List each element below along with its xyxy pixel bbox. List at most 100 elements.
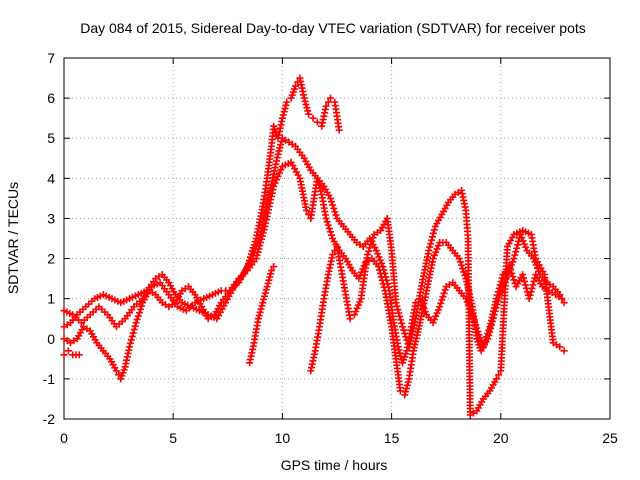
data-point (556, 291, 564, 299)
data-point (403, 381, 411, 389)
data-point (456, 258, 464, 266)
data-point (527, 288, 535, 296)
data-point (256, 308, 264, 316)
data-point (130, 326, 138, 334)
data-point (369, 234, 377, 242)
data-point (300, 94, 308, 102)
data-point (354, 301, 362, 309)
data-point (279, 111, 287, 119)
data-point (428, 236, 436, 244)
data-point (379, 280, 387, 288)
data-point (495, 371, 503, 379)
data-point (305, 110, 313, 118)
data-point (329, 251, 337, 259)
x-tick-label: 15 (384, 430, 400, 446)
data-point (365, 247, 373, 255)
data-point (512, 248, 520, 256)
data-point (432, 312, 440, 320)
data-point (275, 147, 283, 155)
data-point (374, 263, 382, 271)
y-axis: -2 -1 0 1 2 3 4 5 6 7 (43, 50, 610, 427)
data-point (393, 302, 401, 310)
data-point (395, 309, 403, 317)
data-point (377, 273, 385, 281)
data-point (324, 221, 332, 229)
x-tick-label: 20 (493, 430, 509, 446)
data-point (281, 105, 289, 113)
data-point (528, 284, 536, 292)
data-point (346, 315, 354, 323)
data-point (324, 98, 332, 106)
data-point (253, 251, 261, 259)
data-point (486, 328, 494, 336)
data-point (430, 226, 438, 234)
data-point (492, 304, 500, 312)
data-point (507, 261, 515, 269)
data-point (376, 256, 384, 264)
data-point (432, 248, 440, 256)
data-point (258, 232, 266, 240)
data-point (277, 166, 285, 174)
data-point (556, 343, 564, 351)
data-point (457, 261, 465, 269)
data-point (397, 316, 405, 324)
data-point (513, 244, 521, 252)
data-point (496, 290, 504, 298)
data-point (497, 287, 505, 295)
y-tick-label: 2 (47, 251, 55, 267)
data-point (301, 97, 309, 105)
series-track-d (60, 186, 568, 419)
data-point (489, 314, 497, 322)
data-point (430, 251, 438, 259)
data-point (278, 137, 286, 145)
data-point (378, 276, 386, 284)
data-point (460, 268, 468, 276)
data-point (560, 299, 568, 307)
data-point (270, 182, 278, 190)
x-tick-label: 10 (275, 430, 291, 446)
data-point (257, 235, 265, 243)
data-point (372, 247, 380, 255)
data-point (329, 201, 337, 209)
data-point (277, 141, 285, 149)
data-point (401, 391, 409, 399)
data-point (490, 311, 498, 319)
data-point (274, 172, 282, 180)
data-point (328, 198, 336, 206)
data-point (317, 187, 325, 195)
data-point (330, 204, 338, 212)
data-point (331, 208, 339, 216)
data-point (266, 273, 274, 281)
data-point (436, 303, 444, 311)
data-point (514, 241, 522, 249)
data-point (255, 245, 263, 253)
series-track-c (60, 158, 568, 399)
data-point (401, 329, 409, 337)
data-point (511, 251, 519, 259)
data-point (256, 242, 264, 250)
data-point (254, 248, 262, 256)
y-tick-label: 3 (47, 210, 55, 226)
data-point (366, 244, 374, 252)
chart-title: Day 084 of 2015, Sidereal Day-to-day VTE… (80, 20, 586, 36)
data-point (135, 309, 143, 317)
data-point (303, 104, 311, 112)
data-point (126, 339, 134, 347)
data-point (396, 349, 404, 357)
y-tick-label: 5 (47, 130, 55, 146)
data-point (530, 277, 538, 285)
data-point (302, 101, 310, 109)
data-point (426, 243, 434, 251)
data-point (425, 247, 433, 255)
data-point (138, 302, 146, 310)
data-point (260, 226, 268, 234)
data-point (259, 229, 267, 237)
data-point (60, 351, 68, 359)
data-point (525, 295, 533, 303)
data-point (115, 371, 123, 379)
data-point (322, 102, 330, 110)
data-point (437, 299, 445, 307)
data-point (491, 307, 499, 315)
x-tick-label: 5 (169, 430, 177, 446)
